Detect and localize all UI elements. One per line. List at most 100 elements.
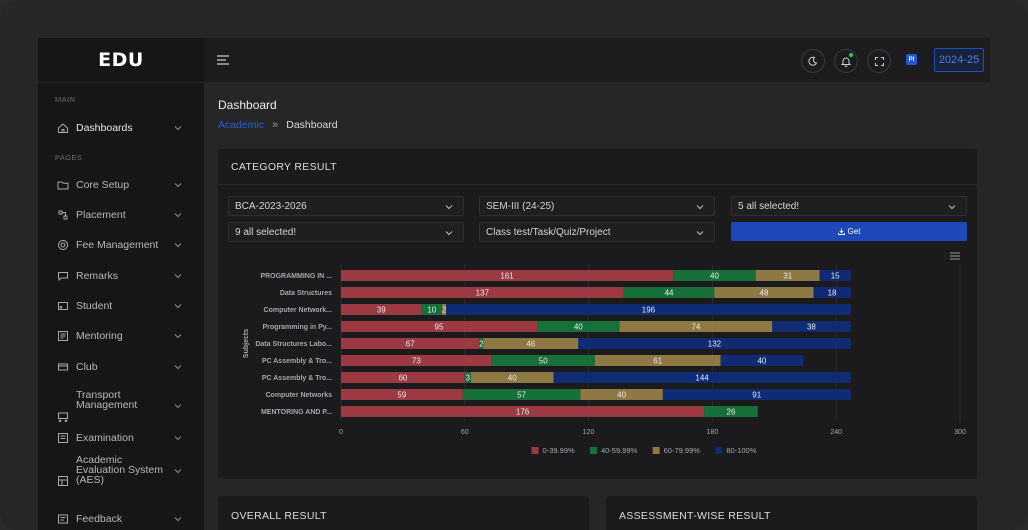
multi-select-b-value: 9 all selected! <box>235 226 297 238</box>
sidebar-item-dashboards[interactable]: Dashboards <box>38 122 204 134</box>
sidebar: EDU MAIN PAGES Dashboards Core Setup Place… <box>38 38 204 530</box>
notification-dot <box>849 53 853 57</box>
transport-icon <box>58 412 68 422</box>
academic-year-button[interactable]: 2024-25 <box>934 48 984 72</box>
bar-segment <box>623 287 715 298</box>
y-tick-label: Programming in Py... <box>263 324 333 331</box>
profile-avatar[interactable]: PI <box>906 54 917 65</box>
sidebar-item-label: Examination <box>76 432 134 444</box>
sidebar-item-transport-management[interactable]: Transport Management <box>38 390 204 422</box>
sidebar-item-remarks[interactable]: Remarks <box>38 270 204 282</box>
category-result-title: CATEGORY RESULT <box>218 149 977 185</box>
chevron-down-icon <box>174 183 182 188</box>
sidebar-section-pages: PAGES <box>55 153 83 162</box>
bar-segment <box>662 389 851 400</box>
chart-menu-icon[interactable] <box>950 252 960 260</box>
sidebar-item-mentoring[interactable]: Mentoring <box>38 330 204 342</box>
app-logo[interactable]: EDU <box>38 38 204 83</box>
data-label: 40 <box>757 357 766 366</box>
breadcrumb-parent-link[interactable]: Academic <box>218 119 265 131</box>
overall-result-card: OVERALL RESULT <box>218 496 589 530</box>
bar-segment <box>341 304 422 315</box>
bar-segment <box>553 372 851 383</box>
sidebar-item-student[interactable]: Student <box>38 300 204 312</box>
notifications-button[interactable] <box>834 49 858 73</box>
data-label: 161 <box>500 272 514 281</box>
bar-segment <box>462 389 581 400</box>
bar-segment <box>483 338 579 349</box>
bar-segment <box>479 338 484 349</box>
program-select[interactable]: BCA-2023-2026 <box>228 196 464 216</box>
menu-toggle-icon[interactable] <box>217 55 229 65</box>
sidebar-item-examination[interactable]: Examination <box>38 432 204 444</box>
bell-icon <box>841 57 851 67</box>
home-icon <box>58 123 68 133</box>
sidebar-item-club[interactable]: Club <box>38 361 204 373</box>
moon-icon <box>808 56 818 66</box>
semester-select[interactable]: SEM-III (24-25) <box>479 196 715 216</box>
sidebar-item-label: Remarks <box>76 270 119 282</box>
student-icon <box>58 302 68 310</box>
mentoring-icon <box>58 331 68 341</box>
data-label: 61 <box>653 357 662 366</box>
bar-segment <box>442 304 447 315</box>
chevron-down-icon <box>174 274 182 279</box>
theme-toggle-button[interactable] <box>801 49 825 73</box>
y-tick-label: Computer Network... <box>264 307 333 314</box>
page-title: Dashboard <box>218 98 277 112</box>
legend-swatch <box>531 447 539 454</box>
bar-segment <box>755 270 820 281</box>
data-label: 57 <box>517 391 526 400</box>
main-content: Dashboard Academic » Dashboard CATEGORY … <box>204 82 990 530</box>
sidebar-item-feedback[interactable]: Feedback <box>38 513 204 525</box>
bar-segment <box>341 372 465 383</box>
data-label: 15 <box>831 272 840 281</box>
chevron-down-icon <box>174 126 182 131</box>
data-label: 74 <box>691 323 700 332</box>
download-icon <box>837 228 845 235</box>
assessment-type-select-value: Class test/Task/Quiz/Project <box>486 226 611 238</box>
data-label: 196 <box>642 306 656 315</box>
sidebar-item-academic-evaluation-system-aes[interactable]: Academic Evaluation System (AES) <box>38 455 204 487</box>
breadcrumb-separator: » <box>272 119 279 131</box>
legend-swatch <box>715 447 723 454</box>
y-tick-label: PROGRAMMING IN ... <box>260 273 332 280</box>
program-select-value: BCA-2023-2026 <box>235 200 307 212</box>
data-label: 132 <box>708 340 722 349</box>
sidebar-item-label: Student <box>76 300 113 312</box>
bar-segment <box>341 406 705 417</box>
bar-segment <box>341 355 492 366</box>
breadcrumb-current: Dashboard <box>286 119 338 131</box>
assessment-wise-result-card: ASSESSMENT-WISE RESULT <box>606 496 977 530</box>
x-tick-label: 60 <box>461 429 469 436</box>
get-button[interactable]: Get <box>731 222 967 241</box>
fullscreen-button[interactable] <box>867 49 891 73</box>
category-result-chart: PROGRAMMING IN ... 161 40 31 15 Data Structur… <box>243 264 966 455</box>
sidebar-item-label: Core Setup <box>76 179 130 191</box>
bar-segment <box>341 287 624 298</box>
chevron-down-icon <box>174 334 182 339</box>
sidebar-item-label: Dashboards <box>76 122 133 134</box>
x-tick-label: 180 <box>707 429 719 436</box>
x-tick-label: 300 <box>954 429 966 436</box>
data-label: 2 <box>442 306 447 315</box>
category-result-card: CATEGORY RESULT BCA-2023-2026 SEM-III (2… <box>218 149 977 479</box>
feedback-icon <box>58 514 68 524</box>
bar-segment <box>421 304 443 315</box>
assessment-type-select[interactable]: Class test/Task/Quiz/Project <box>479 222 715 242</box>
folder-icon <box>57 181 69 190</box>
bar-segment <box>619 321 773 332</box>
sidebar-item-placement[interactable]: Placement <box>38 209 204 221</box>
semester-select-value: SEM-III (24-25) <box>486 200 555 212</box>
sidebar-item-label: Placement <box>76 209 126 221</box>
sidebar-item-fee-management[interactable]: Fee Management <box>38 239 204 251</box>
multi-select-a[interactable]: 5 all selected! <box>731 196 967 216</box>
chevron-down-icon <box>174 304 182 309</box>
multi-select-b[interactable]: 9 all selected! <box>228 222 464 242</box>
sidebar-item-core-setup[interactable]: Core Setup <box>38 179 204 191</box>
topbar: PI 2024-25 <box>204 38 990 83</box>
data-label: 46 <box>526 340 535 349</box>
bar-segment <box>594 355 721 366</box>
legend-swatch <box>589 447 597 454</box>
sidebar-item-label: Club <box>76 361 98 373</box>
